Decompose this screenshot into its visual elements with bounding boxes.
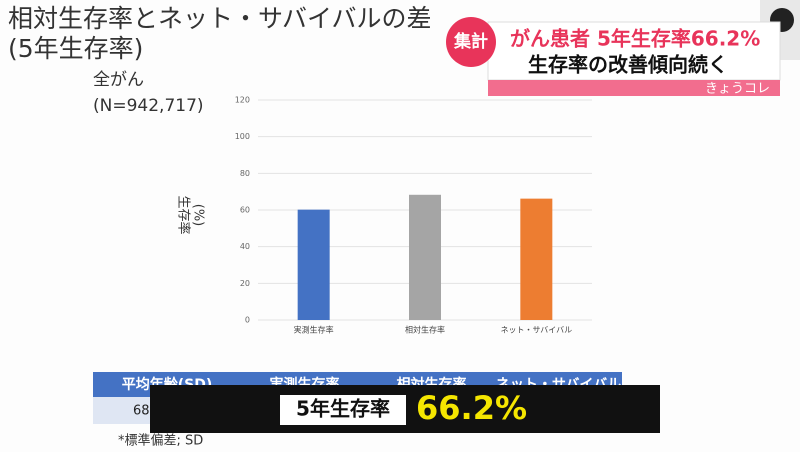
caption-label: 5年生存率 bbox=[296, 397, 390, 421]
chart: 0 20 40 60 80 100 120 生存率 (%) 実測生存率 相対生存率 ネット・サバイバル bbox=[176, 96, 592, 335]
slide-subtitle: (5年生存率) bbox=[8, 34, 143, 63]
y-tick-label: 120 bbox=[235, 96, 250, 105]
y-tick-label: 40 bbox=[240, 242, 250, 251]
x-tick-label: 実測生存率 bbox=[294, 325, 334, 335]
y-axis-label: 生存率 bbox=[176, 195, 192, 234]
bar bbox=[520, 198, 553, 320]
n-label: (N=942,717) bbox=[93, 96, 204, 116]
headline: がん患者 5年生存率66.2% bbox=[510, 27, 760, 51]
caption-value: 66.2% bbox=[416, 389, 527, 427]
y-tick-label: 60 bbox=[240, 206, 250, 215]
y-axis-label: (%) bbox=[191, 204, 206, 227]
y-tick-label: 100 bbox=[235, 132, 250, 141]
group-label: 全がん bbox=[93, 70, 144, 90]
slide-title: 相対生存率とネット・サバイバルの差 bbox=[8, 4, 432, 33]
y-tick-label: 20 bbox=[240, 279, 250, 288]
subline: 生存率の改善傾向続く bbox=[528, 53, 728, 77]
footnote: *標準偏差; SD bbox=[118, 433, 203, 449]
x-tick-label: 相対生存率 bbox=[405, 325, 445, 335]
y-tick-label: 0 bbox=[245, 316, 250, 325]
y-tick-label: 80 bbox=[240, 169, 250, 178]
caption-label-box bbox=[280, 395, 406, 425]
bar bbox=[297, 209, 330, 320]
corner-label: きょうコレ bbox=[705, 82, 770, 97]
bar bbox=[409, 194, 441, 320]
corner-stripe bbox=[488, 80, 780, 96]
badge bbox=[446, 17, 496, 67]
badge-text: 集計 bbox=[453, 31, 488, 52]
x-tick-label: ネット・サバイバル bbox=[501, 326, 573, 335]
